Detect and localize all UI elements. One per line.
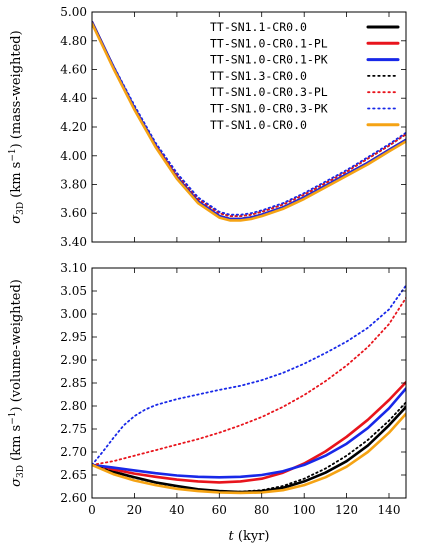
x-tick-label: 0 <box>88 503 96 517</box>
volume-weighted-y-axis-label: σ3D (km s−1) (volume-weighted) <box>8 279 26 487</box>
volume-weighted-ticks <box>91 267 406 499</box>
mass-weighted-series-line-5 <box>92 21 406 218</box>
volume-weighted-y-tick-label: 2.85 <box>60 376 87 390</box>
mass-weighted-y-tick-label: 5.00 <box>60 5 87 19</box>
legend-label-7: TT-SN1.0-CR0.0 <box>210 118 307 132</box>
volume-weighted-y-tick-label: 2.80 <box>60 399 87 413</box>
mass-weighted-y-tick-label: 3.80 <box>60 178 87 192</box>
volume-weighted-series-line-6 <box>92 284 406 466</box>
legend-label-1: TT-SN1.1-CR0.0 <box>210 20 307 34</box>
volume-weighted-y-tick-label: 3.00 <box>60 307 87 321</box>
volume-weighted-y-tick-label: 3.05 <box>60 284 87 298</box>
x-tick-labels: 0 20 40 60 80 100 120 140 <box>88 503 400 517</box>
mass-weighted-y-tick-label: 3.60 <box>60 206 87 220</box>
x-tick-label: 100 <box>293 503 316 517</box>
legend-label-5: TT-SN1.0-CR0.3-PL <box>210 85 328 99</box>
volume-weighted-series-line-7 <box>92 412 406 495</box>
volume-weighted-series <box>92 284 406 495</box>
volume-weighted-series-line-5 <box>92 296 406 466</box>
legend-label-4: TT-SN1.3-CR0.0 <box>210 69 307 83</box>
legend-label-2: TT-SN1.0-CR0.1-PL <box>210 36 328 50</box>
x-tick-label: 20 <box>127 503 142 517</box>
x-tick-label: 80 <box>254 503 269 517</box>
legend-label-3: TT-SN1.0-CR0.1-PK <box>210 53 328 67</box>
volume-weighted-y-tick-label: 2.65 <box>60 468 87 482</box>
mass-weighted-y-axis-label: σ3D (km s−1) (mass-weighted) <box>8 30 26 223</box>
volume-weighted-y-tick-label: 2.70 <box>60 445 87 459</box>
volume-weighted-y-tick-label: 2.60 <box>60 491 87 505</box>
mass-weighted-y-tick-label: 4.00 <box>60 149 87 163</box>
x-tick-label: 60 <box>212 503 227 517</box>
legend-label-6: TT-SN1.0-CR0.3-PK <box>210 102 328 116</box>
volume-weighted-series-line-3 <box>92 387 406 479</box>
volume-weighted-y-tick-label: 2.90 <box>60 353 87 367</box>
mass-weighted-series <box>92 20 406 222</box>
mass-weighted-y-tick-label: 4.40 <box>60 91 87 105</box>
volume-weighted-series-line-4 <box>92 401 406 493</box>
x-tick-label: 40 <box>169 503 184 517</box>
mass-weighted-y-tick-label: 4.20 <box>60 120 87 134</box>
volume-weighted-y-tick-label: 3.10 <box>60 261 87 275</box>
mass-weighted-ticks <box>91 11 406 243</box>
mass-weighted-series-line-6 <box>92 21 406 216</box>
volume-weighted-y-tick-labels: 2.60 2.65 2.70 2.75 2.80 2.85 2.90 2.95 3.00 3.05… <box>60 261 87 505</box>
mass-weighted-y-tick-label: 4.80 <box>60 34 87 48</box>
x-tick-label: 140 <box>378 503 401 517</box>
x-axis-label: t (kyr) <box>229 529 270 544</box>
x-tick-label: 120 <box>335 503 358 517</box>
mass-weighted-y-tick-label: 4.60 <box>60 63 87 77</box>
mass-weighted-panel: 3.40 3.60 3.80 4.00 4.20 4.40 4.60 4.80 5.00 TT-… <box>8 5 407 249</box>
legend: TT-SN1.1-CR0.0 TT-SN1.0-CR0.1-PL TT-SN1.0-… <box>210 20 400 132</box>
volume-weighted-panel: 2.60 2.65 2.70 2.75 2.80 2.85 2.90 2.95 3.00 3.05… <box>8 261 407 544</box>
volume-weighted-y-tick-label: 2.95 <box>60 330 87 344</box>
mass-weighted-y-tick-labels: 3.40 3.60 3.80 4.00 4.20 4.40 4.60 4.80 5.00 <box>60 5 87 249</box>
mass-weighted-y-tick-label: 3.40 <box>60 235 87 249</box>
volume-weighted-y-tick-label: 2.75 <box>60 422 87 436</box>
volume-weighted-series-line-2 <box>92 380 406 484</box>
mass-weighted-series-line-7 <box>92 22 406 222</box>
